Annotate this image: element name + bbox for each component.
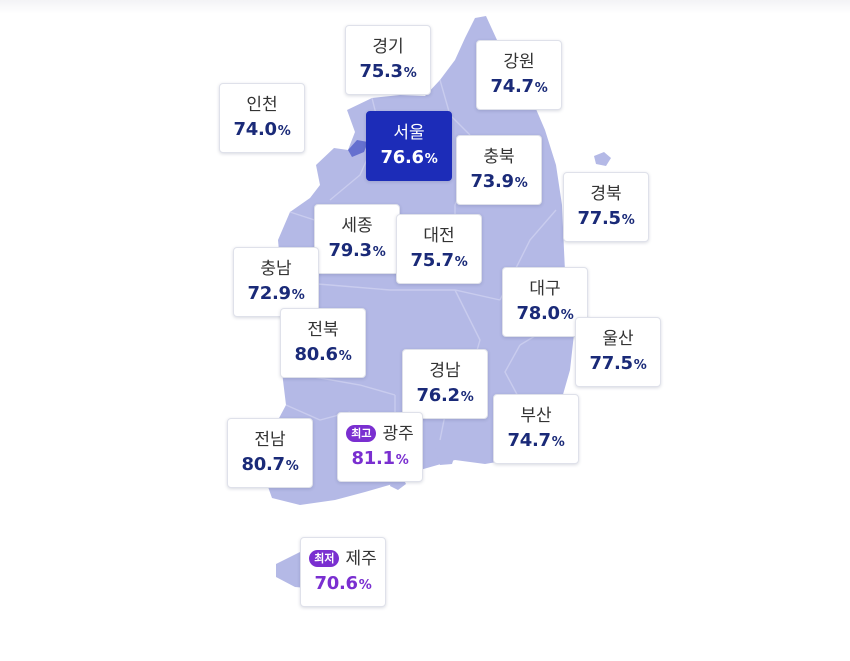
region-name: 충남 xyxy=(260,258,292,279)
region-rate: 75.7% xyxy=(410,249,468,271)
region-card-chungnam[interactable]: 충남 72.9% xyxy=(233,247,319,317)
region-name: 울산 xyxy=(602,328,634,349)
region-name: 최고 광주 xyxy=(346,423,414,445)
min-badge: 최저 xyxy=(309,550,340,567)
region-card-incheon[interactable]: 인천 74.0% xyxy=(219,83,305,153)
region-card-gwangju[interactable]: 최고 광주 81.1% xyxy=(337,412,423,482)
seoul-area xyxy=(348,140,368,157)
region-card-seoul[interactable]: 서울 76.6% xyxy=(366,111,452,181)
region-card-jeju[interactable]: 최저 제주 70.6% xyxy=(300,537,386,607)
region-card-daejeon[interactable]: 대전 75.7% xyxy=(396,214,482,284)
region-rate: 77.5% xyxy=(589,352,647,374)
top-divider xyxy=(0,0,850,14)
region-name: 인천 xyxy=(246,94,278,115)
region-card-busan[interactable]: 부산 74.7% xyxy=(493,394,579,464)
region-name: 경남 xyxy=(429,360,461,381)
region-card-chungbuk[interactable]: 충북 73.9% xyxy=(456,135,542,205)
region-rate: 74.7% xyxy=(490,75,548,97)
region-name: 서울 xyxy=(393,122,425,143)
region-rate: 72.9% xyxy=(247,282,305,304)
region-card-jeonnam[interactable]: 전남 80.7% xyxy=(227,418,313,488)
region-name: 최저 제주 xyxy=(309,548,377,570)
south-island-a xyxy=(435,444,456,465)
region-card-gyeongnam[interactable]: 경남 76.2% xyxy=(402,349,488,419)
region-rate: 81.1% xyxy=(351,447,409,469)
region-rate: 70.6% xyxy=(314,572,372,594)
region-name: 전남 xyxy=(254,429,286,450)
max-badge: 최고 xyxy=(346,425,377,442)
region-card-daegu[interactable]: 대구 78.0% xyxy=(502,267,588,337)
region-rate: 73.9% xyxy=(470,170,528,192)
region-card-gyeonggi[interactable]: 경기 75.3% xyxy=(345,25,431,95)
region-name: 세종 xyxy=(341,215,373,236)
region-rate: 76.6% xyxy=(380,146,438,168)
region-rate: 80.6% xyxy=(294,343,352,365)
region-card-sejong[interactable]: 세종 79.3% xyxy=(314,204,400,274)
region-card-jeonbuk[interactable]: 전북 80.6% xyxy=(280,308,366,378)
region-card-gyeongbuk[interactable]: 경북 77.5% xyxy=(563,172,649,242)
region-rate: 74.0% xyxy=(233,118,291,140)
ulleung-island xyxy=(594,152,611,166)
region-name: 대전 xyxy=(423,225,455,246)
region-card-gangwon[interactable]: 강원 74.7% xyxy=(476,40,562,110)
region-name: 대구 xyxy=(529,278,561,299)
region-name: 부산 xyxy=(520,405,552,426)
region-name: 경기 xyxy=(372,36,404,57)
region-card-ulsan[interactable]: 울산 77.5% xyxy=(575,317,661,387)
region-rate: 78.0% xyxy=(516,302,574,324)
region-rate: 74.7% xyxy=(507,429,565,451)
region-name: 경북 xyxy=(590,183,622,204)
region-rate: 77.5% xyxy=(577,207,635,229)
region-rate: 79.3% xyxy=(328,239,386,261)
region-name: 전북 xyxy=(307,319,339,340)
region-rate: 75.3% xyxy=(359,60,417,82)
region-rate: 80.7% xyxy=(241,453,299,475)
region-rate: 76.2% xyxy=(416,384,474,406)
region-name: 강원 xyxy=(503,51,535,72)
region-name: 충북 xyxy=(483,146,515,167)
